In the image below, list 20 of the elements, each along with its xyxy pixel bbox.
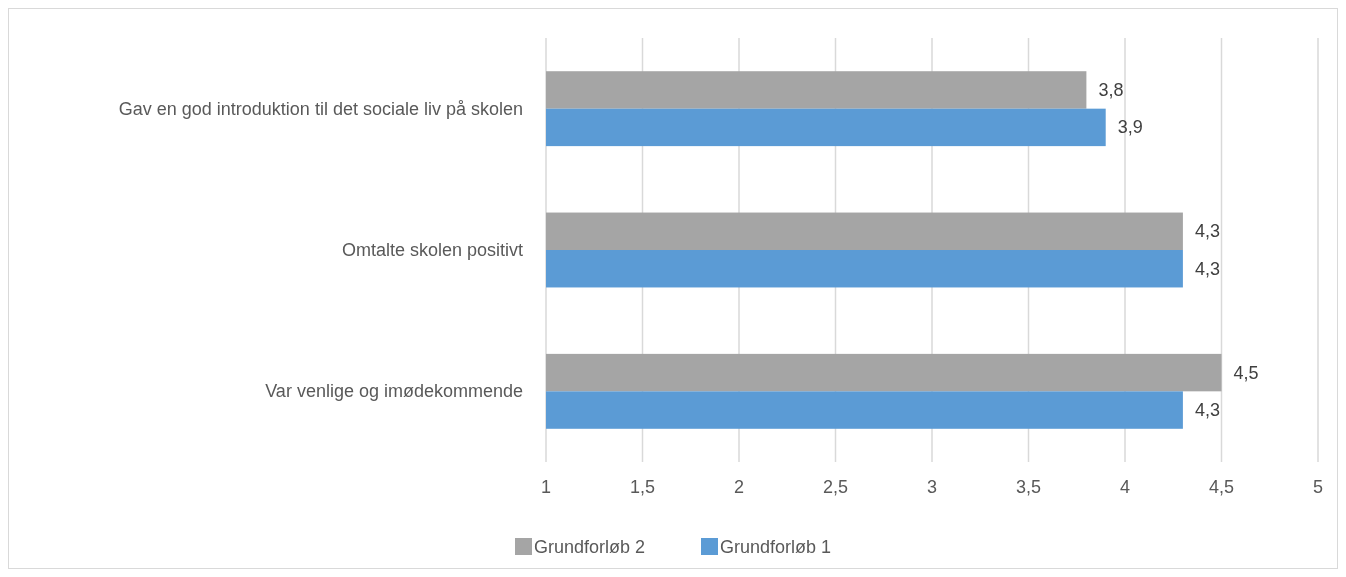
data-label: 3,8 — [1098, 79, 1124, 100]
x-tick-label: 1,5 — [629, 477, 656, 497]
x-tick-label: 3,5 — [1015, 477, 1042, 497]
x-tick-label: 4 — [1119, 477, 1131, 497]
legend-label: Grundforløb 1 — [720, 537, 832, 557]
y-tick-label: Gav en god introduktion til det sociale liv på skolen — [118, 98, 523, 119]
data-label: 3,9 — [1117, 117, 1143, 138]
x-tick-label: 4,5 — [1208, 477, 1235, 497]
y-tick-label: Omtalte skolen positivt — [341, 240, 523, 260]
x-tick-label: 5 — [1312, 477, 1324, 497]
x-tick-label: 2,5 — [822, 477, 849, 497]
data-label: 4,3 — [1194, 221, 1220, 242]
y-tick-label: Var venlige og imødekommende — [265, 381, 523, 402]
legend-label: Grundforløb 2 — [534, 537, 646, 557]
x-tick-label: 3 — [926, 477, 938, 497]
data-label: 4,3 — [1194, 400, 1220, 421]
data-label: 4,3 — [1194, 258, 1220, 279]
data-label: 4,5 — [1233, 362, 1259, 383]
x-tick-label: 2 — [733, 477, 745, 497]
x-tick-label: 1 — [540, 477, 552, 497]
